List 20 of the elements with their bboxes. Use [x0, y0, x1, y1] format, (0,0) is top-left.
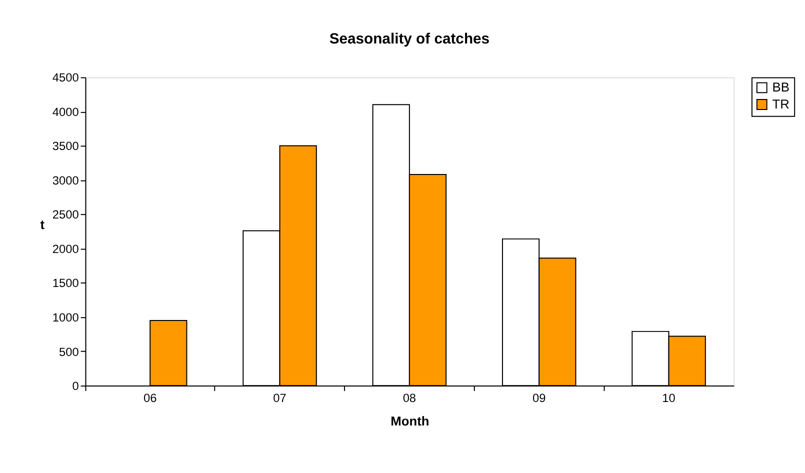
y-tick-label: 2000: [52, 242, 80, 256]
y-tick-label: 3000: [52, 173, 80, 188]
x-tick-label: 08: [402, 390, 416, 405]
x-tick-label: 07: [273, 390, 286, 405]
x-tick-label: 09: [532, 390, 546, 405]
legend-label: TR: [772, 96, 790, 112]
x-tick-label: 06: [143, 390, 158, 405]
y-axis-title: t: [40, 216, 46, 232]
y-tick-label: 1000: [52, 310, 80, 325]
y-tick-label: 4000: [52, 104, 80, 119]
chart-title: Seasonality of catches: [329, 32, 490, 48]
y-tick-label: 2500: [52, 208, 80, 222]
legend-label: BB: [772, 80, 790, 95]
y-tick-label: 4500: [52, 70, 80, 85]
y-tick-label: 0: [72, 379, 80, 394]
y-tick-label: 3500: [52, 139, 80, 154]
x-axis-title: Month: [390, 414, 430, 429]
x-tick-label: 10: [662, 390, 676, 405]
y-tick-label: 1500: [52, 276, 80, 290]
y-tick-label: 500: [58, 344, 80, 359]
